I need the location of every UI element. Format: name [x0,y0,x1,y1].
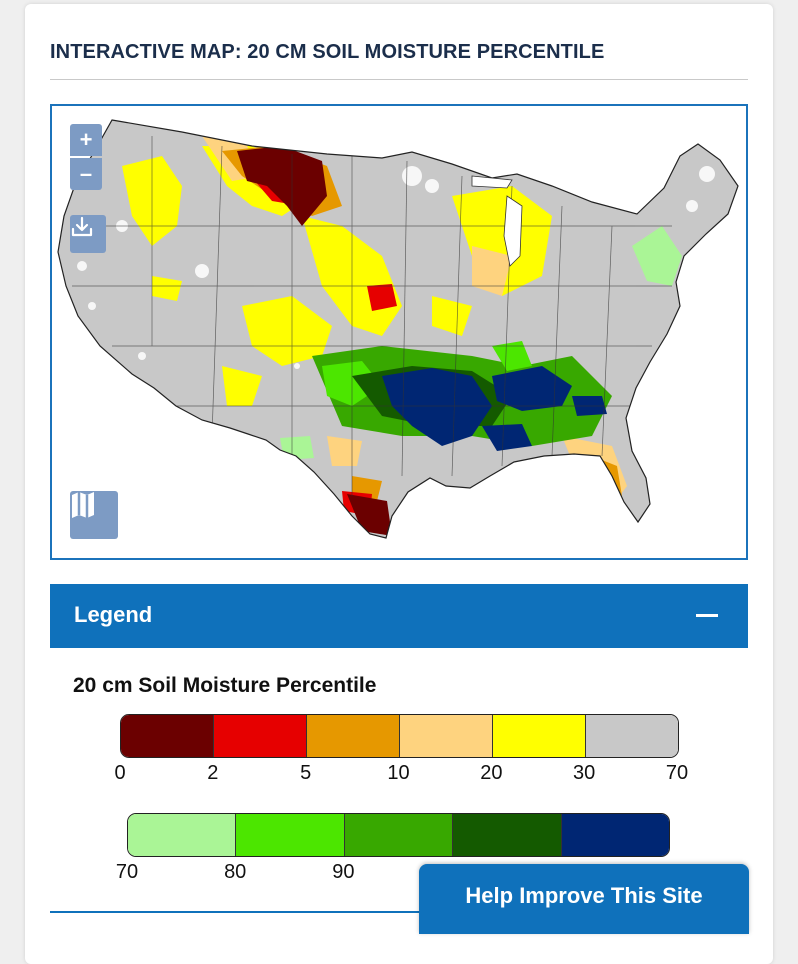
wet-tick-label: 70 [115,861,139,883]
dry-tick-label: 0 [114,762,126,784]
dry-swatch [121,715,214,757]
section-divider [50,911,425,913]
dry-tick-label: 70 [665,762,689,784]
legend-scale-title: 20 cm Soil Moisture Percentile [73,674,377,697]
dry-tick-label: 20 [480,762,503,784]
dry-swatch [214,715,307,757]
download-icon [71,216,93,237]
page-title: INTERACTIVE MAP: 20 CM SOIL MOISTURE PER… [50,41,605,63]
wet-swatch [128,814,237,856]
dry-tick-label: 10 [387,762,410,784]
zoom-out-button[interactable]: – [70,158,102,190]
download-button[interactable] [70,215,106,253]
map-icon [72,492,94,518]
dry-tick-label: 5 [300,762,312,784]
wet-tick-label: 80 [224,861,247,883]
zoom-in-button[interactable]: + [70,124,102,156]
wet-swatch [236,814,345,856]
dry-swatch [307,715,400,757]
us-map-canvas[interactable] [52,106,746,558]
wet-color-ramp [127,813,670,857]
legend-title: Legend [74,602,153,627]
wet-swatch [453,814,562,856]
dry-swatch [586,715,678,757]
legend-header[interactable]: Legend [50,584,748,648]
dry-swatch [400,715,493,757]
wet-swatch [561,814,669,856]
minus-icon[interactable] [696,614,718,617]
dry-color-ramp [120,714,679,758]
soil-moisture-map[interactable]: + – [50,104,748,560]
wet-swatch [344,814,454,856]
dry-swatch [493,715,586,757]
dry-tick-label: 30 [573,762,596,784]
help-improve-button[interactable]: Help Improve This Site [419,864,749,934]
title-divider [50,79,748,80]
wet-tick-label: 90 [332,861,355,883]
dry-tick-label: 2 [207,762,219,784]
basemap-toggle-button[interactable] [70,491,118,539]
